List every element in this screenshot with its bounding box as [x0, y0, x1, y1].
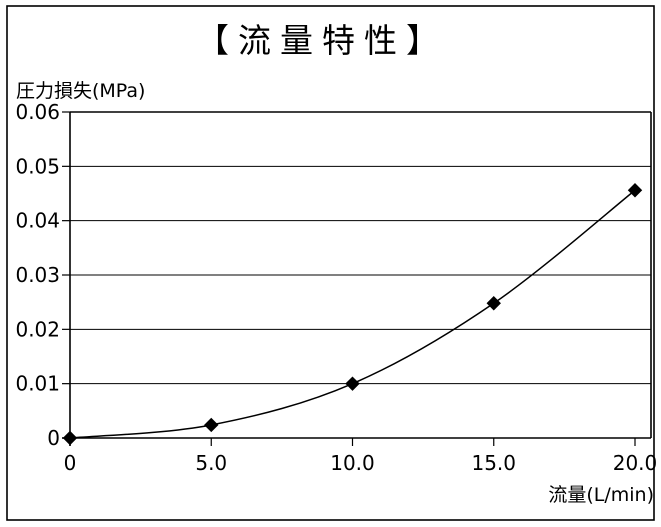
- x-axis-title: 流量(L/min): [548, 484, 654, 506]
- y-tick-label: 0.02: [15, 317, 60, 341]
- x-tick-label: 0: [64, 451, 77, 475]
- y-tick-label: 0.05: [15, 154, 60, 178]
- y-tick-label: 0.04: [15, 209, 60, 233]
- data-point-diamond: [204, 417, 219, 433]
- data-point-diamond: [627, 183, 643, 198]
- y-tick-label: 0.01: [15, 372, 60, 396]
- data-point-diamond: [486, 296, 501, 311]
- data-point-diamond: [345, 376, 360, 391]
- x-tick-label: 20.0: [613, 451, 658, 475]
- y-tick-label: 0.03: [15, 263, 60, 287]
- chart-title: 【流量特性】: [196, 21, 448, 60]
- y-axis-title: 圧力損失(MPa): [16, 80, 145, 102]
- tick-labels: 0 0.01 0.02 0.03 0.04 0.05 0.06 0 5.0 10.0 15.0 20.…: [15, 100, 657, 475]
- y-tick-label: 0: [47, 426, 60, 450]
- series-flow: [62, 183, 643, 446]
- x-tick-label: 5.0: [195, 451, 227, 475]
- x-tick-label: 10.0: [330, 451, 375, 475]
- data-point-diamond: [62, 430, 78, 446]
- y-tick-label: 0.06: [15, 100, 60, 124]
- x-tick-label: 15.0: [471, 451, 516, 475]
